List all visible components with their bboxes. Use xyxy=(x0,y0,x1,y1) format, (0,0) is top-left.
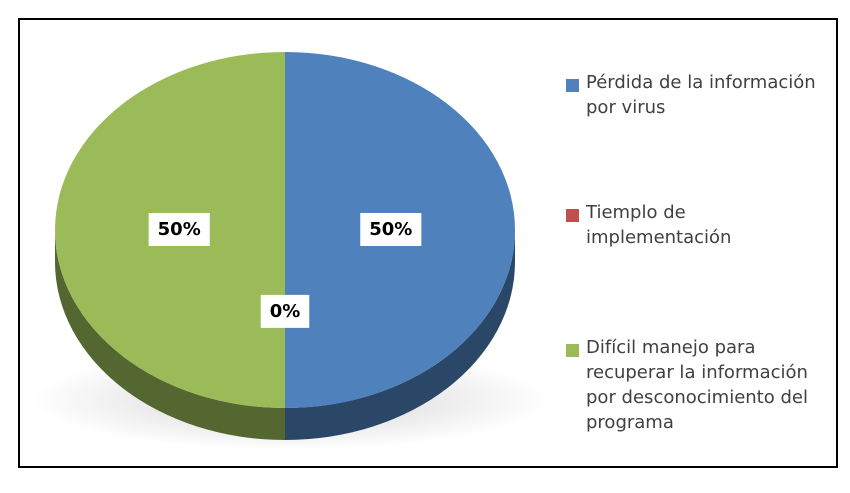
legend-swatch xyxy=(566,79,579,92)
slice-side xyxy=(55,230,285,440)
data-label: 50% xyxy=(158,219,201,240)
legend-label: Pérdida de la información por virus xyxy=(586,72,816,118)
legend-swatch xyxy=(566,344,579,357)
legend-label: Tiemplo de implementación xyxy=(586,202,732,248)
chart-frame xyxy=(18,18,838,468)
slice-side xyxy=(285,230,515,440)
legend-label: Difícil manejo para recuperar la informa… xyxy=(586,337,808,433)
legend-swatch xyxy=(566,209,579,222)
data-label: 50% xyxy=(369,219,412,240)
data-label: 0% xyxy=(270,301,301,322)
data-label-box xyxy=(148,213,210,246)
data-label-box xyxy=(360,213,422,246)
data-label-box xyxy=(260,294,310,328)
